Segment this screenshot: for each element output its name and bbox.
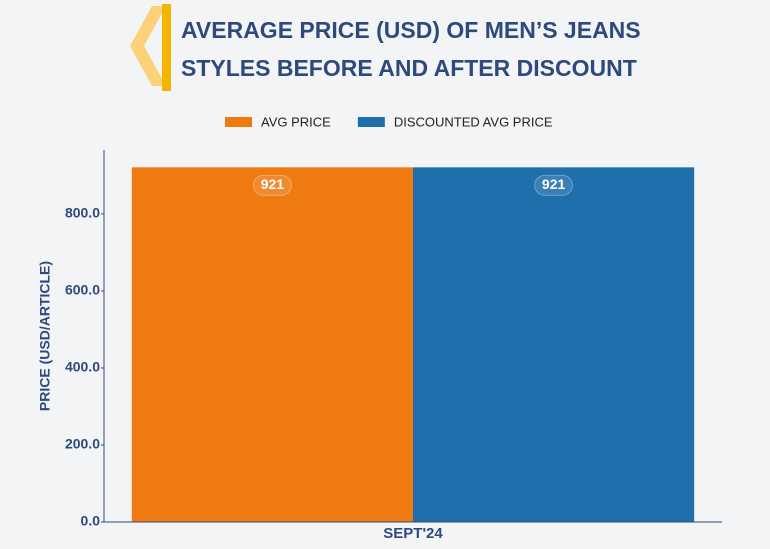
bar bbox=[413, 167, 695, 522]
y-tick-label: 200.0 bbox=[65, 436, 100, 452]
value-label-pill bbox=[252, 174, 292, 196]
chart-title: STYLES BEFORE AND AFTER DISCOUNT bbox=[181, 55, 637, 81]
legend-label: DISCOUNTED AVG PRICE bbox=[394, 114, 553, 129]
y-tick-label: 400.0 bbox=[65, 359, 100, 375]
legend-swatch bbox=[225, 117, 252, 127]
y-axis-title: PRICE (USD/ARTICLE) bbox=[37, 261, 53, 411]
bar bbox=[131, 167, 413, 522]
legend-label: AVG PRICE bbox=[261, 114, 331, 129]
x-tick-label: SEPT'24 bbox=[383, 525, 443, 542]
accent-bar bbox=[162, 4, 171, 91]
y-tick-label: 0.0 bbox=[81, 513, 101, 529]
legend-swatch bbox=[357, 117, 385, 127]
value-label-pill bbox=[534, 174, 574, 196]
value-label: 921 bbox=[261, 176, 285, 192]
chart-title: AVERAGE PRICE (USD) OF MEN’S JEANS bbox=[181, 17, 641, 43]
value-label: 921 bbox=[542, 176, 566, 192]
accent-chevron bbox=[130, 6, 166, 86]
y-tick-label: 600.0 bbox=[65, 282, 100, 298]
y-tick-label: 800.0 bbox=[65, 205, 100, 221]
